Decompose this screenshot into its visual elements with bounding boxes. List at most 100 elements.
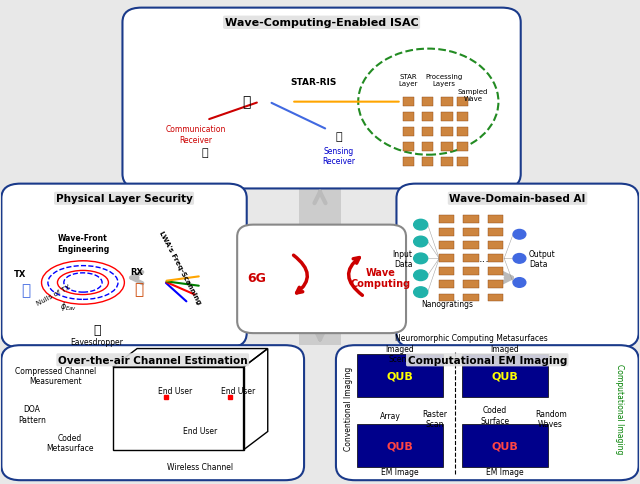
- Text: Physical Layer Security: Physical Layer Security: [56, 194, 193, 204]
- Text: QUB: QUB: [492, 371, 518, 381]
- FancyBboxPatch shape: [463, 294, 479, 302]
- Polygon shape: [299, 187, 341, 346]
- FancyBboxPatch shape: [439, 294, 454, 302]
- Text: Wireless Channel: Wireless Channel: [167, 462, 233, 471]
- FancyBboxPatch shape: [403, 98, 414, 107]
- Text: 🚗: 🚗: [336, 132, 342, 142]
- FancyBboxPatch shape: [439, 228, 454, 236]
- Circle shape: [413, 287, 428, 298]
- Text: Wave-Domain-based AI: Wave-Domain-based AI: [449, 194, 586, 204]
- Text: Sampled
Wave: Sampled Wave: [458, 89, 488, 102]
- Text: End User: End User: [221, 386, 255, 395]
- FancyBboxPatch shape: [403, 143, 414, 151]
- Text: Processing
Layers: Processing Layers: [426, 74, 463, 87]
- Text: End User: End User: [183, 426, 218, 435]
- FancyBboxPatch shape: [463, 215, 479, 223]
- Text: 👤: 👤: [134, 281, 143, 296]
- Circle shape: [413, 254, 428, 264]
- Text: EM Image: EM Image: [486, 467, 524, 476]
- FancyBboxPatch shape: [422, 113, 433, 121]
- FancyBboxPatch shape: [441, 143, 452, 151]
- Circle shape: [413, 220, 428, 230]
- FancyBboxPatch shape: [439, 281, 454, 288]
- FancyBboxPatch shape: [422, 98, 433, 107]
- FancyBboxPatch shape: [441, 158, 452, 166]
- Text: $\phi_{Eav}$: $\phi_{Eav}$: [60, 300, 77, 313]
- FancyBboxPatch shape: [488, 268, 503, 275]
- Text: QUB: QUB: [492, 440, 518, 451]
- FancyBboxPatch shape: [457, 158, 468, 166]
- FancyBboxPatch shape: [422, 158, 433, 166]
- Text: 📡: 📡: [243, 95, 251, 109]
- Circle shape: [413, 271, 428, 281]
- FancyBboxPatch shape: [488, 228, 503, 236]
- FancyBboxPatch shape: [439, 255, 454, 262]
- Text: Imaged
Scene: Imaged Scene: [490, 344, 519, 363]
- Text: Input
Data: Input Data: [392, 249, 412, 269]
- FancyBboxPatch shape: [422, 128, 433, 136]
- Text: End User: End User: [157, 386, 192, 395]
- FancyBboxPatch shape: [457, 128, 468, 136]
- Text: Nulls of TX: Nulls of TX: [36, 284, 72, 306]
- FancyBboxPatch shape: [488, 281, 503, 288]
- Text: Compressed Channel
Measurement: Compressed Channel Measurement: [15, 366, 96, 385]
- FancyBboxPatch shape: [396, 184, 639, 348]
- FancyBboxPatch shape: [336, 346, 639, 480]
- Circle shape: [513, 278, 526, 287]
- FancyBboxPatch shape: [488, 294, 503, 302]
- Polygon shape: [125, 262, 518, 294]
- Text: Wave-Computing-Enabled ISAC: Wave-Computing-Enabled ISAC: [225, 18, 419, 28]
- Circle shape: [413, 237, 428, 247]
- FancyBboxPatch shape: [463, 255, 479, 262]
- Text: Conventional Imaging: Conventional Imaging: [344, 366, 353, 450]
- FancyBboxPatch shape: [439, 215, 454, 223]
- Text: 👤: 👤: [21, 283, 30, 298]
- Text: Raster
Scan: Raster Scan: [422, 409, 447, 428]
- Text: 6G: 6G: [247, 272, 266, 285]
- FancyBboxPatch shape: [462, 424, 548, 467]
- FancyBboxPatch shape: [457, 98, 468, 107]
- FancyBboxPatch shape: [357, 355, 443, 397]
- FancyBboxPatch shape: [463, 281, 479, 288]
- FancyBboxPatch shape: [457, 143, 468, 151]
- Circle shape: [513, 230, 526, 240]
- Text: EM Image: EM Image: [381, 467, 419, 476]
- Text: Computational EM Imaging: Computational EM Imaging: [408, 355, 567, 365]
- FancyBboxPatch shape: [1, 346, 304, 480]
- FancyBboxPatch shape: [357, 424, 443, 467]
- FancyBboxPatch shape: [441, 98, 452, 107]
- FancyBboxPatch shape: [122, 9, 521, 189]
- Text: Output
Data: Output Data: [529, 249, 556, 269]
- Text: LWA's Freq-Scanning: LWA's Freq-Scanning: [158, 229, 202, 304]
- FancyBboxPatch shape: [441, 128, 452, 136]
- Text: TX: TX: [14, 270, 27, 279]
- Text: STAR
Layer: STAR Layer: [398, 74, 418, 87]
- FancyBboxPatch shape: [439, 242, 454, 249]
- Text: Wave-Front
Engineering: Wave-Front Engineering: [57, 234, 109, 253]
- Text: Imaged
Scene: Imaged Scene: [385, 344, 414, 363]
- FancyBboxPatch shape: [422, 143, 433, 151]
- Text: Eavesdropper: Eavesdropper: [70, 337, 124, 346]
- Text: RX: RX: [130, 267, 143, 276]
- FancyBboxPatch shape: [1, 184, 246, 348]
- Text: 🖥: 🖥: [202, 148, 209, 158]
- FancyBboxPatch shape: [488, 242, 503, 249]
- FancyBboxPatch shape: [463, 268, 479, 275]
- Text: Array: Array: [380, 411, 401, 420]
- Text: Coded
Metasurface: Coded Metasurface: [47, 433, 94, 453]
- Text: Communication
Receiver: Communication Receiver: [166, 125, 226, 144]
- FancyBboxPatch shape: [488, 215, 503, 223]
- Text: Computational Imaging: Computational Imaging: [615, 363, 624, 453]
- Text: Over-the-air Channel Estimation: Over-the-air Channel Estimation: [58, 355, 248, 365]
- Text: DOA
Pattern: DOA Pattern: [18, 405, 46, 424]
- FancyBboxPatch shape: [488, 255, 503, 262]
- Circle shape: [513, 254, 526, 264]
- FancyBboxPatch shape: [403, 128, 414, 136]
- Text: STAR-RIS: STAR-RIS: [291, 78, 337, 87]
- FancyBboxPatch shape: [463, 228, 479, 236]
- Text: 🕵: 🕵: [93, 323, 100, 336]
- Text: Random
Waves: Random Waves: [535, 409, 566, 428]
- Text: Coded
Surface: Coded Surface: [481, 406, 510, 425]
- Text: QUB: QUB: [387, 371, 413, 381]
- Text: QUB: QUB: [387, 440, 413, 451]
